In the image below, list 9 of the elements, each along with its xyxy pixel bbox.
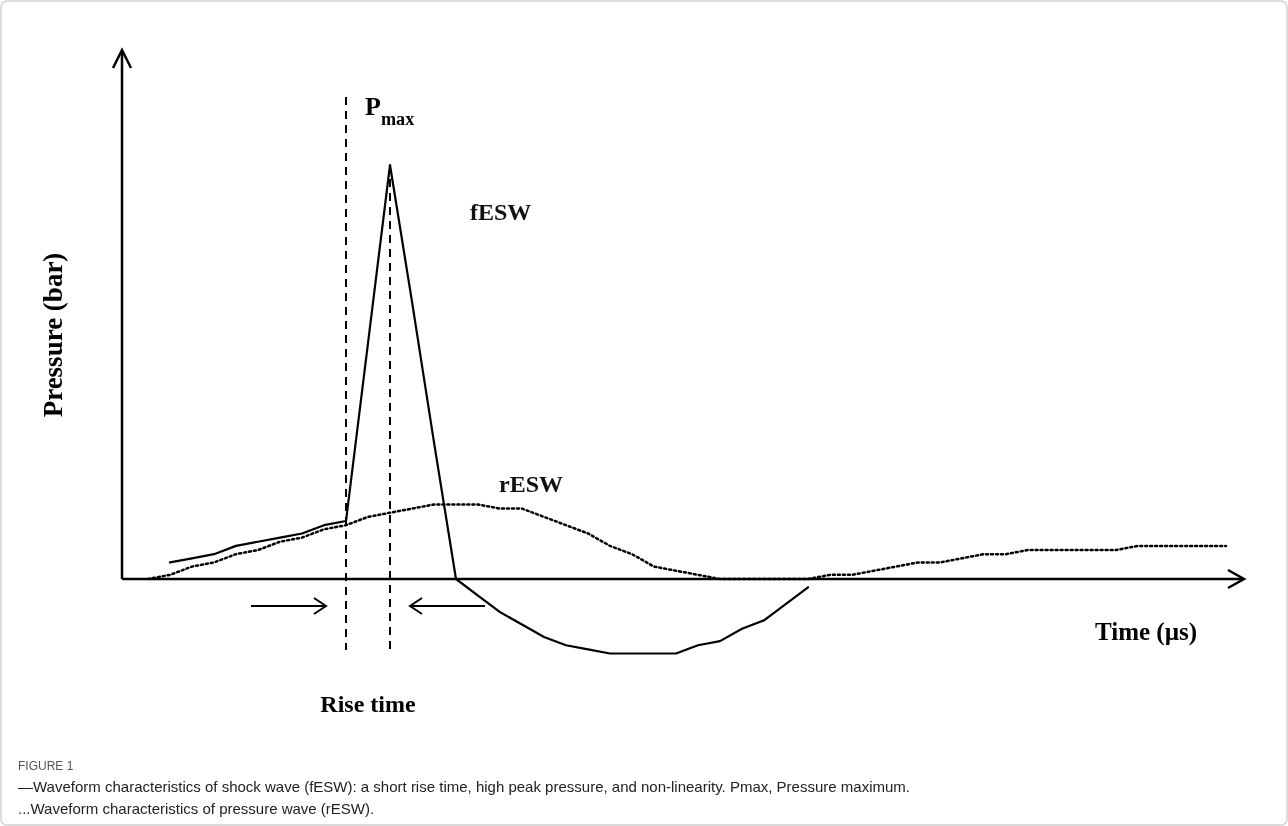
annotation: P$_{max}$	[365, 92, 415, 129]
text: ...Waveform characteristics of pressure wave (rESW).	[18, 800, 375, 817]
text: fESW	[470, 199, 532, 225]
x-axis-title: Time (µs)	[1095, 618, 1198, 646]
caption: FIGURE 1	[18, 759, 74, 773]
series-label: rESW	[499, 471, 564, 498]
y-axis-title: Pressure (bar)	[38, 252, 68, 418]
text: Rise time	[320, 691, 416, 717]
text: —Waveform characteristics of shock wave (fESW): a short rise time, high peak pressure, and non-linearity. Pmax, Pressure maximum.	[18, 778, 910, 795]
